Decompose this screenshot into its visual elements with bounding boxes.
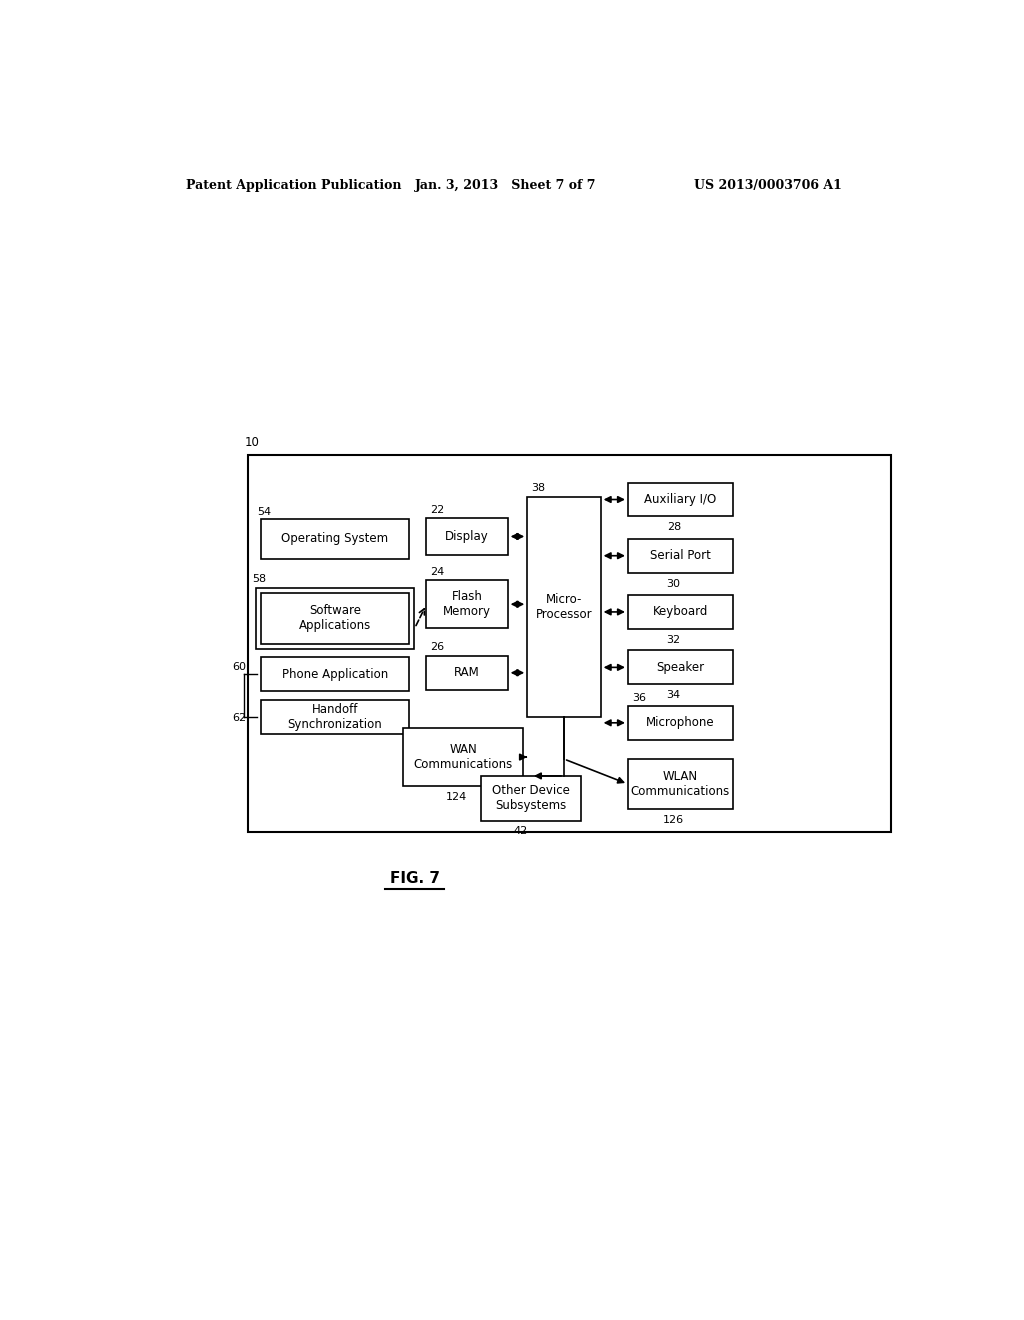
Text: FIG. 7: FIG. 7 bbox=[390, 871, 439, 886]
Text: Software
Applications: Software Applications bbox=[299, 605, 371, 632]
Text: Keyboard: Keyboard bbox=[652, 606, 708, 619]
Bar bbox=[426, 581, 508, 628]
Bar bbox=[628, 539, 732, 573]
Bar bbox=[261, 657, 409, 692]
Bar bbox=[426, 517, 508, 554]
Text: 60: 60 bbox=[231, 663, 246, 672]
Text: 30: 30 bbox=[667, 578, 681, 589]
Bar bbox=[628, 706, 732, 739]
Text: Phone Application: Phone Application bbox=[282, 668, 388, 681]
Bar bbox=[261, 519, 409, 558]
Bar bbox=[628, 651, 732, 684]
Bar bbox=[248, 455, 891, 832]
Text: Auxiliary I/O: Auxiliary I/O bbox=[644, 492, 717, 506]
Text: 28: 28 bbox=[667, 523, 681, 532]
Text: Other Device
Subsystems: Other Device Subsystems bbox=[493, 784, 570, 812]
Text: Jan. 3, 2013   Sheet 7 of 7: Jan. 3, 2013 Sheet 7 of 7 bbox=[415, 178, 596, 191]
Bar bbox=[628, 595, 732, 628]
Text: WLAN
Communications: WLAN Communications bbox=[631, 770, 730, 799]
Bar bbox=[628, 759, 732, 809]
Bar bbox=[261, 701, 409, 734]
Bar bbox=[527, 498, 601, 717]
Text: 32: 32 bbox=[667, 635, 681, 644]
Text: US 2013/0003706 A1: US 2013/0003706 A1 bbox=[693, 178, 842, 191]
Bar bbox=[261, 594, 409, 644]
Bar bbox=[426, 656, 508, 689]
Text: 36: 36 bbox=[632, 693, 646, 704]
Text: 38: 38 bbox=[531, 483, 545, 494]
Text: Handoff
Synchronization: Handoff Synchronization bbox=[288, 704, 382, 731]
Text: 24: 24 bbox=[430, 568, 444, 577]
Text: Microphone: Microphone bbox=[646, 717, 715, 730]
Text: 54: 54 bbox=[257, 507, 271, 517]
Text: Flash
Memory: Flash Memory bbox=[443, 590, 492, 618]
Text: RAM: RAM bbox=[455, 667, 480, 680]
Text: Speaker: Speaker bbox=[656, 661, 705, 675]
Text: 22: 22 bbox=[430, 504, 444, 515]
Text: 58: 58 bbox=[252, 574, 266, 583]
Text: 26: 26 bbox=[430, 643, 444, 652]
Bar bbox=[480, 776, 582, 821]
Text: 126: 126 bbox=[663, 814, 684, 825]
Text: Micro-
Processor: Micro- Processor bbox=[536, 593, 592, 620]
Text: Serial Port: Serial Port bbox=[650, 549, 711, 562]
Text: Patent Application Publication: Patent Application Publication bbox=[186, 178, 401, 191]
Text: WAN
Communications: WAN Communications bbox=[414, 743, 513, 771]
Bar bbox=[256, 589, 414, 649]
Text: Operating System: Operating System bbox=[282, 532, 388, 545]
Text: 124: 124 bbox=[445, 792, 467, 801]
Text: 10: 10 bbox=[245, 436, 259, 449]
Text: 62: 62 bbox=[231, 713, 246, 723]
Bar bbox=[403, 729, 523, 785]
Text: 34: 34 bbox=[667, 690, 681, 700]
Text: Display: Display bbox=[445, 529, 488, 543]
Bar bbox=[628, 483, 732, 516]
Text: 42: 42 bbox=[513, 826, 527, 837]
